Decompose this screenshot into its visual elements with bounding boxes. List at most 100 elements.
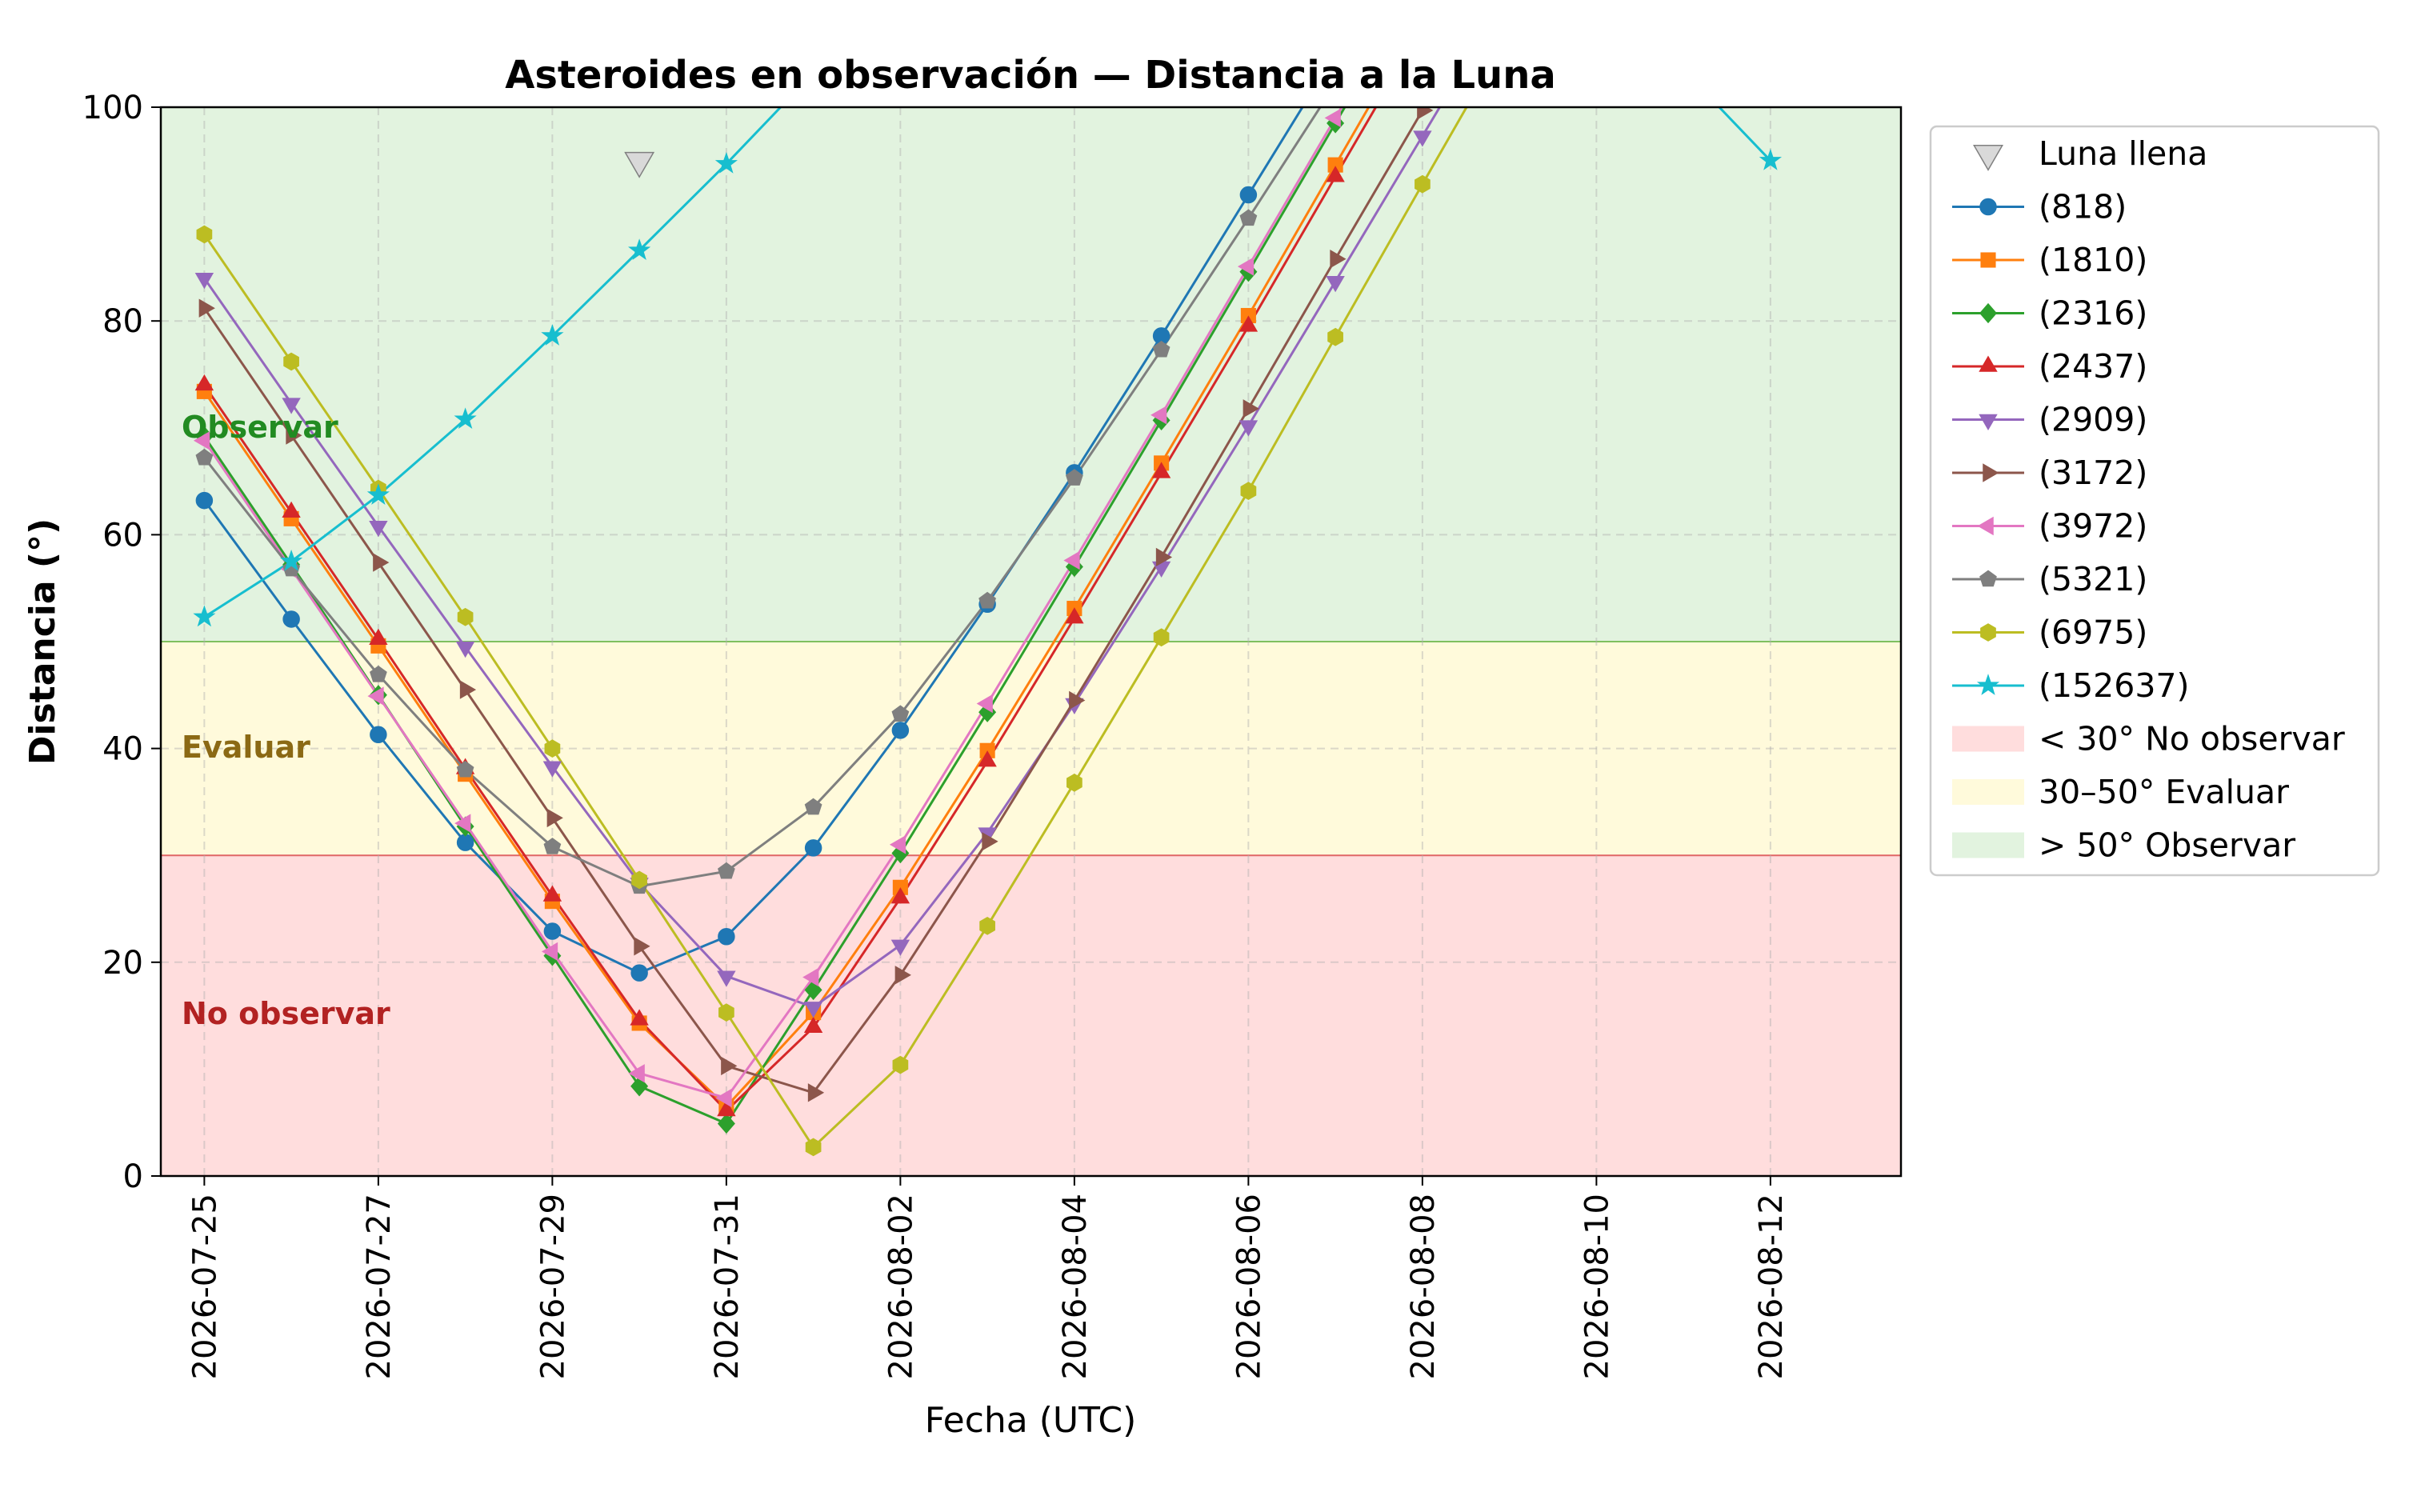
data-point	[279, 550, 303, 571]
plot-frame	[159, 106, 1903, 1178]
data-point	[1759, 149, 1783, 170]
data-point	[1240, 482, 1257, 500]
x-tick-label: 2026-07-29	[534, 1194, 571, 1379]
data-point	[1237, 257, 1255, 276]
legend-marker	[1976, 674, 2000, 695]
data-point	[457, 607, 474, 626]
x-tick-label: 2026-08-08	[1405, 1194, 1442, 1379]
data-point	[282, 610, 300, 628]
data-point	[195, 448, 214, 466]
data-point	[1326, 276, 1345, 293]
data-point	[889, 835, 906, 854]
data-point	[1150, 406, 1167, 425]
data-point	[1327, 327, 1343, 346]
data-point	[1063, 550, 1080, 570]
data-point	[370, 665, 387, 682]
data-point	[194, 374, 214, 391]
data-point	[366, 483, 390, 505]
data-point	[630, 1009, 649, 1026]
data-point	[195, 491, 214, 510]
data-point	[804, 839, 822, 857]
legend-marker	[1979, 355, 1998, 372]
x-tick-label: 2026-07-25	[186, 1194, 223, 1379]
data-point	[1503, 24, 1517, 41]
data-point	[802, 967, 819, 987]
data-point	[194, 273, 214, 290]
legend-marker	[1977, 516, 1994, 536]
legend-label: (3172)	[2039, 454, 2147, 492]
legend-label: (2437)	[2039, 347, 2147, 386]
data-point	[1415, 18, 1431, 32]
data-point	[718, 862, 735, 879]
data-point	[193, 605, 216, 627]
data-point	[634, 937, 650, 956]
legend-items: Luna llena (818) (1810) (2316) (2437) (2909) (…	[1952, 134, 2345, 865]
legend-box	[1929, 125, 2380, 877]
data-point	[1243, 399, 1259, 418]
y-tick-label: 100	[82, 90, 143, 126]
legend-marker	[1980, 252, 1996, 268]
x-tick-label: 2026-08-02	[882, 1194, 919, 1379]
legend-label: < 30° No observar	[2039, 720, 2345, 758]
x-tick-label: 2026-08-06	[1231, 1194, 1267, 1379]
data-point	[193, 431, 210, 450]
data-point	[1151, 462, 1171, 478]
data-point	[1415, 7, 1430, 22]
data-point	[1239, 420, 1259, 437]
legend-marker	[1979, 302, 1997, 324]
data-point	[459, 680, 477, 699]
data-point	[1239, 186, 1258, 204]
data-point	[543, 922, 562, 940]
data-point	[1417, 107, 1434, 120]
data-point	[803, 1016, 823, 1034]
legend-marker	[1979, 198, 1997, 216]
data-point	[1066, 469, 1083, 486]
data-point	[1324, 108, 1341, 128]
legend-marker	[1979, 570, 1997, 587]
data-point	[1326, 166, 1345, 182]
data-point	[456, 760, 474, 778]
data-point	[717, 970, 736, 987]
data-point	[1065, 607, 1084, 624]
data-point	[715, 1088, 732, 1108]
legend-marker	[1980, 623, 1996, 642]
zone-label: Observar	[182, 410, 338, 445]
data-point	[1239, 209, 1258, 226]
data-point	[891, 705, 910, 722]
legend-label: 30–50° Evaluar	[2039, 773, 2289, 811]
x-axis-label: Fecha (UTC)	[925, 1400, 1137, 1441]
data-point	[196, 225, 213, 244]
legend: Luna llena (818) (1810) (2316) (2437) (2909) (…	[1929, 125, 2380, 877]
data-point	[717, 1113, 735, 1134]
data-point	[542, 761, 562, 778]
legend-swatch	[1952, 832, 2024, 858]
data-point	[804, 798, 822, 815]
data-point	[1155, 547, 1173, 567]
data-point	[369, 520, 388, 538]
data-point	[978, 591, 996, 609]
data-point	[541, 942, 558, 962]
data-point	[976, 694, 993, 714]
legend-marker	[1979, 414, 1998, 430]
full-moon-marker	[624, 151, 655, 178]
data-point	[1153, 628, 1170, 647]
data-point	[283, 352, 299, 371]
data-point	[542, 885, 562, 902]
zone-label: Evaluar	[182, 730, 310, 765]
zones-layer	[161, 107, 1901, 1176]
legend-swatch	[1952, 726, 2024, 752]
data-point	[805, 1138, 822, 1157]
data-point	[454, 407, 477, 430]
data-point	[892, 1055, 909, 1074]
data-point	[455, 641, 475, 658]
data-point	[198, 298, 215, 318]
data-point	[369, 628, 388, 646]
zone-labels-layer: No observar Evaluar Observar	[182, 410, 390, 1031]
data-point	[718, 927, 735, 946]
data-point	[454, 814, 471, 833]
chart-title: Asteroides en observación — Distancia a …	[505, 53, 1556, 98]
data-point	[891, 722, 910, 739]
data-point	[717, 1100, 736, 1117]
data-point	[979, 917, 995, 935]
data-point	[1069, 690, 1086, 710]
